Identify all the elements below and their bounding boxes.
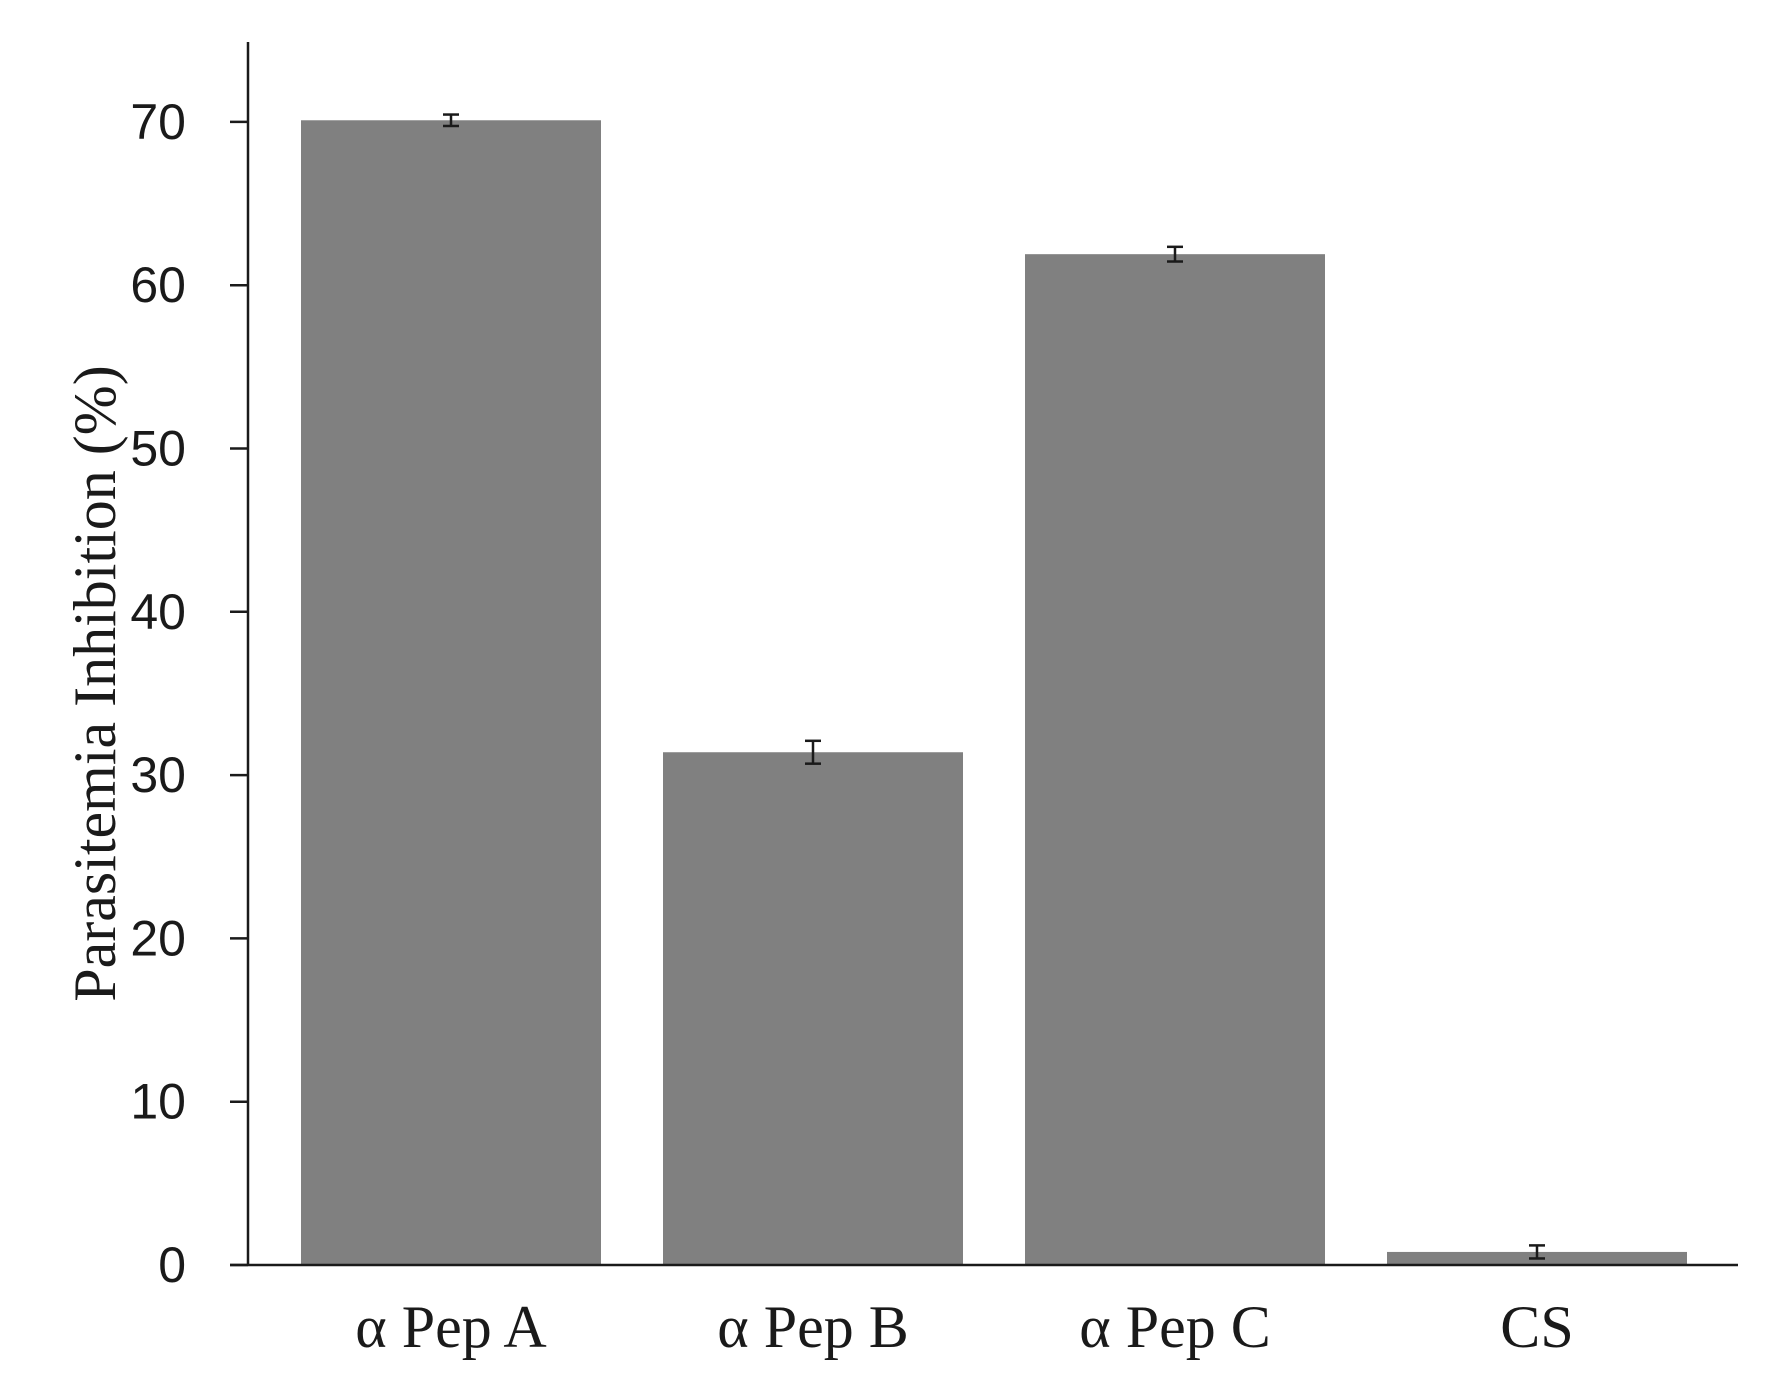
y-axis-title: Parasitemia Inhibition (%) <box>62 365 128 1002</box>
x-category-label: α Pep C <box>1079 1294 1270 1360</box>
x-category-label: α Pep A <box>355 1294 546 1360</box>
y-tick-label: 10 <box>130 1074 186 1130</box>
y-tick-label: 70 <box>130 94 186 150</box>
error-bars <box>443 113 1545 1260</box>
bars <box>301 120 1687 1266</box>
y-ticks: 0 10 20 30 40 50 60 70 <box>130 94 248 1293</box>
x-category-labels: α Pep A α Pep B α Pep C CS <box>355 1294 1573 1360</box>
y-tick-label: 40 <box>130 584 186 640</box>
x-category-label: α Pep B <box>717 1294 908 1360</box>
error-bar <box>805 739 821 765</box>
bar <box>1025 254 1325 1266</box>
error-bar <box>443 113 459 128</box>
bar <box>301 120 601 1266</box>
y-tick-label: 0 <box>158 1237 186 1293</box>
error-bar <box>1167 245 1183 263</box>
y-tick-label: 30 <box>130 747 186 803</box>
y-tick-label: 60 <box>130 257 186 313</box>
axes <box>230 42 1738 1267</box>
y-tick-label: 20 <box>130 910 186 966</box>
y-tick-label: 50 <box>130 421 186 477</box>
error-bar <box>1529 1244 1545 1260</box>
x-category-label: CS <box>1500 1294 1573 1360</box>
bar <box>663 752 963 1265</box>
